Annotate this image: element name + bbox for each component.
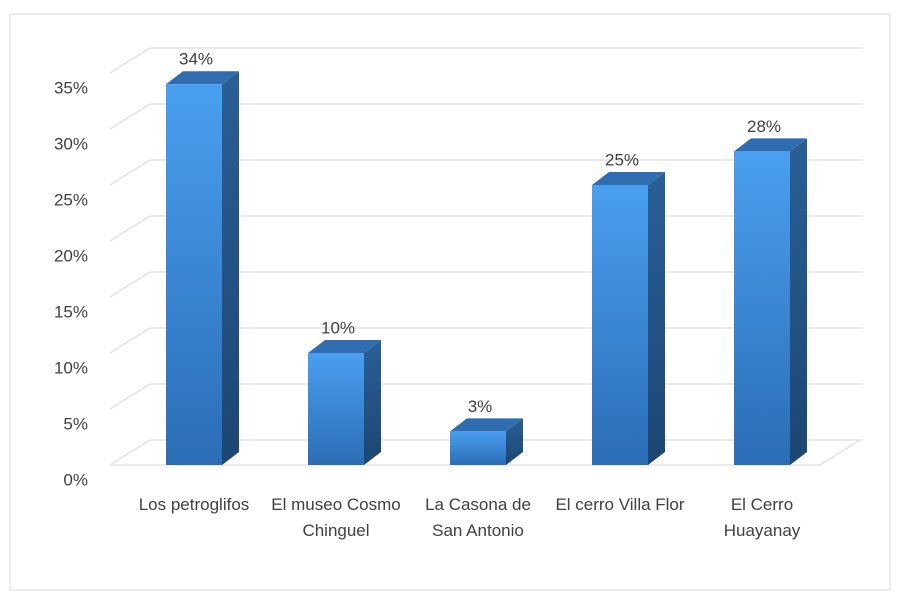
x-tick-label: Los petroglifos [138, 495, 250, 514]
value-label: 25% [605, 150, 639, 169]
bar [166, 71, 239, 465]
bar [450, 418, 523, 465]
bar-side [648, 172, 665, 465]
y-tick-label: 30% [54, 134, 88, 153]
y-tick-label: 20% [54, 246, 88, 265]
y-tick-label: 0% [63, 470, 88, 489]
x-tick-label: El cerro Villa Flor [555, 495, 685, 514]
bar-side [790, 138, 807, 465]
bar-front [166, 84, 222, 465]
y-tick-label: 5% [63, 414, 88, 433]
y-tick-label: 25% [54, 190, 88, 209]
value-label: 34% [179, 50, 213, 69]
x-tick-label: El museo Cosmo Chinguel [271, 495, 401, 540]
bar [592, 172, 665, 465]
bar-front [450, 431, 506, 465]
value-label: 28% [747, 117, 781, 136]
y-tick-label: 35% [54, 78, 88, 97]
bar-top [166, 71, 239, 85]
bar-front [592, 185, 648, 465]
bar-top [450, 418, 523, 432]
bar-side [506, 418, 523, 465]
bar-top [592, 172, 665, 185]
grid-line [109, 47, 862, 74]
bar-front [308, 353, 364, 465]
y-tick-label: 15% [54, 302, 88, 321]
x-tick-label: El Cerro Huayanay [723, 495, 801, 540]
x-tick-label: La Casona de San Antonio [425, 495, 531, 540]
grid-line [109, 103, 862, 130]
bar [734, 138, 807, 465]
bar-top [734, 138, 807, 152]
grid-line [109, 159, 862, 186]
bar-front [734, 151, 790, 465]
floor [819, 439, 861, 466]
bar-side [222, 71, 239, 465]
bar [308, 340, 381, 465]
y-tick-label: 10% [54, 358, 88, 377]
frame [9, 13, 891, 591]
bar-top [308, 340, 381, 353]
value-label: 3% [468, 397, 493, 416]
value-label: 10% [321, 318, 355, 337]
bar-side [364, 340, 381, 465]
